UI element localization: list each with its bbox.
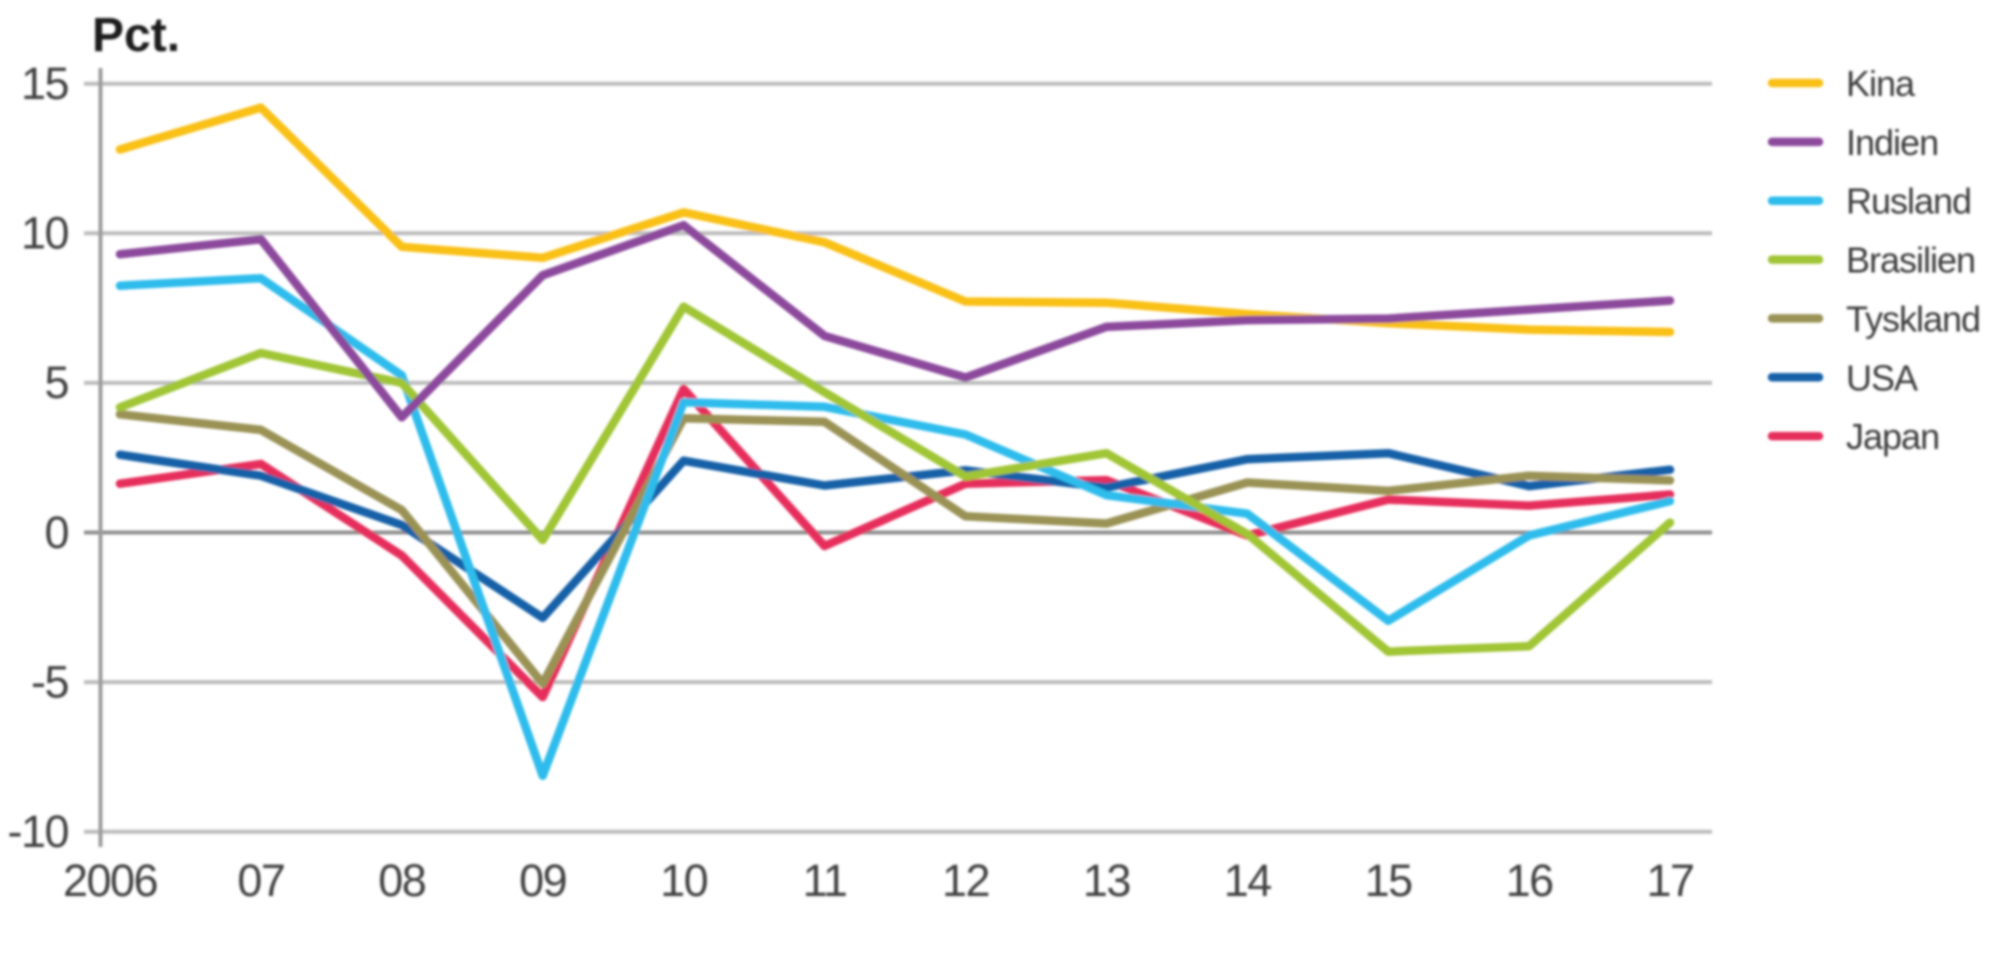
svg-text:15: 15 (21, 58, 69, 109)
svg-text:12: 12 (942, 855, 989, 906)
svg-text:Rusland: Rusland (1846, 181, 1971, 222)
svg-text:2006: 2006 (63, 855, 158, 906)
svg-text:08: 08 (378, 855, 426, 906)
svg-text:16: 16 (1506, 855, 1554, 906)
svg-text:USA: USA (1846, 357, 1918, 398)
svg-text:09: 09 (519, 855, 566, 906)
svg-text:11: 11 (803, 855, 847, 906)
svg-text:Brasilien: Brasilien (1846, 240, 1975, 281)
svg-text:-10: -10 (7, 806, 68, 857)
svg-text:-5: -5 (31, 656, 68, 707)
svg-text:Kina: Kina (1846, 63, 1916, 104)
svg-text:14: 14 (1224, 855, 1272, 906)
svg-text:5: 5 (44, 357, 68, 408)
svg-text:10: 10 (21, 208, 69, 259)
svg-text:13: 13 (1083, 855, 1131, 906)
svg-text:10: 10 (660, 855, 708, 906)
svg-text:Tyskland: Tyskland (1846, 298, 1980, 339)
svg-text:07: 07 (237, 855, 284, 906)
svg-text:Indien: Indien (1846, 122, 1938, 163)
svg-text:17: 17 (1646, 855, 1693, 906)
svg-text:Japan: Japan (1846, 416, 1939, 457)
svg-text:0: 0 (44, 507, 68, 558)
svg-text:15: 15 (1365, 855, 1413, 906)
svg-text:Pct.: Pct. (92, 9, 180, 62)
